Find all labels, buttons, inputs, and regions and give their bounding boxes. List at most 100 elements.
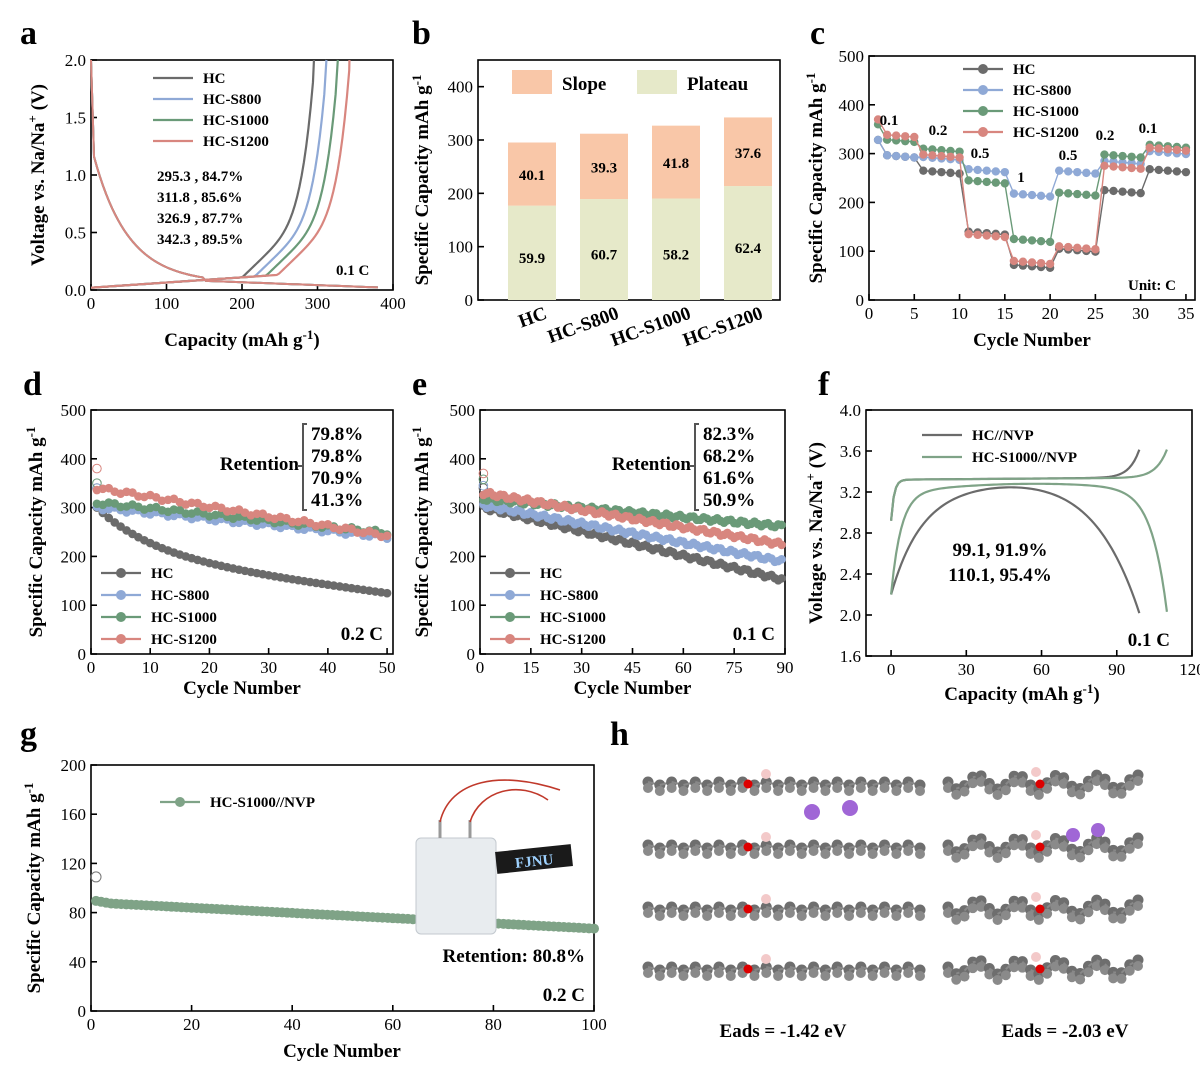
x-tick-label: 10 [951,304,968,323]
carbon-atom [820,786,831,796]
y-tick-label: 4.0 [840,401,861,420]
data-point [1100,150,1109,159]
carbon-atom [1116,973,1127,984]
carbon-atom [773,786,784,796]
carbon-atom [1025,970,1036,981]
carbon-atom [1083,907,1094,918]
carbon-atom [967,963,978,974]
data-point [777,540,786,550]
data-point [777,520,786,530]
carbon-atom [891,786,902,796]
carbon-atom [749,786,760,796]
eads-left: Eads = -1.42 eV [720,1021,847,1042]
x-tick-label: 80 [485,1015,502,1034]
ice-annotation: 326.9 , 87.7% [157,211,243,227]
led-sign [495,844,573,874]
carbon-atom [855,846,866,856]
data-point [910,132,919,142]
plot-frame [90,764,595,1012]
data-point [1172,167,1182,176]
panel-g: 0 20 40 60 80 100 0 40 80 120 160 200 Specific Capac… [21,756,607,1062]
legend-marker [505,568,515,578]
legend-hc-s1200: HC-S1200 [540,632,606,648]
carbon-atom [844,786,855,796]
panel-label: a [20,15,37,52]
bar-slope [652,125,700,199]
x-tick-label: 0 [865,304,874,323]
x-tick-label: 90 [777,658,794,677]
carbon-atom [666,908,677,918]
charge-curve [90,59,351,289]
carbon-atom [891,849,902,859]
carbon-atom [1050,839,1061,850]
data-point [1018,190,1028,199]
carbon-atom [643,968,653,978]
carbon-atom [713,968,724,978]
carbon-atom [943,908,953,918]
y-tick-label: 300 [448,131,474,150]
carbon-atom [1000,848,1011,859]
x-tick-label: 100 [154,294,180,313]
data-point [1054,166,1064,175]
y-tick-label: 160 [61,805,87,824]
y-axis-label: Specific Capacity mAh g-1 [803,73,827,284]
legend-slope: Slope [562,74,606,95]
retention-title: Retention [612,454,692,475]
data-point [1073,167,1082,177]
data-point [955,147,964,156]
data-point [919,166,928,175]
hydrogen-atom [1031,892,1041,902]
data-point [973,230,982,240]
plateau-percent: 58.2 [663,247,689,263]
carbon-atom [844,849,855,859]
carbon-atom [1025,848,1036,859]
legend-hc-s800: HC-S800 [540,588,598,604]
legend-hc-s1000-nvp: HC-S1000//NVP [210,795,315,811]
legend-hc-s1000: HC-S1000 [203,113,269,129]
sodium-atom [1091,823,1105,837]
carbon-atom [1075,974,1086,985]
carbon-atom [749,849,760,859]
legend-hc-s800: HC-S800 [1013,83,1071,99]
data-point [1163,166,1173,175]
carbon-atom [984,969,995,980]
carbon-atom [1075,914,1086,925]
data-point [1045,237,1055,247]
carbon-atom [1042,846,1053,857]
x-tick-label: 35 [1177,304,1194,323]
cell-tabs [438,820,472,838]
hydrogen-atom [1031,830,1041,840]
data-point [919,150,928,159]
carbon-atom [903,908,914,918]
carbon-atom [855,968,866,978]
legend-hc: HC [203,71,226,87]
x-tick-label: 30 [958,660,975,679]
data-point [973,176,982,186]
carbon-atom [654,911,665,921]
carbon-atom [784,908,795,918]
data-point [1082,168,1091,178]
rate-label: 0.5 [1059,148,1078,164]
carbon-atom [713,908,724,918]
carbon-atom [1066,972,1077,983]
carbon-atom [1124,843,1135,854]
carbon-atom [773,911,784,921]
carbon-atom [891,911,902,921]
legend-plateau: Plateau [687,74,749,95]
discharge-curve [90,59,378,289]
data-point [1172,145,1182,155]
carbon-atom [1133,839,1143,850]
rate-label: 0.2 [1096,128,1115,144]
carbon-atom [690,968,701,978]
plateau-percent: 59.9 [519,251,545,267]
sodium-atom [804,804,820,820]
data-point [991,232,1000,241]
carbon-atom [1091,961,1102,972]
y-axis-label: Voltage vs. Na/Na+ (V) [803,442,827,624]
ice-annotation: 295.3 , 84.7% [157,169,243,185]
category-label: HC-S1200 [680,303,766,351]
data-point [1054,188,1064,197]
retention-value: 79.8% [311,424,363,445]
x-tick-label: 30 [573,658,590,677]
y-tick-label: 0 [856,291,865,310]
